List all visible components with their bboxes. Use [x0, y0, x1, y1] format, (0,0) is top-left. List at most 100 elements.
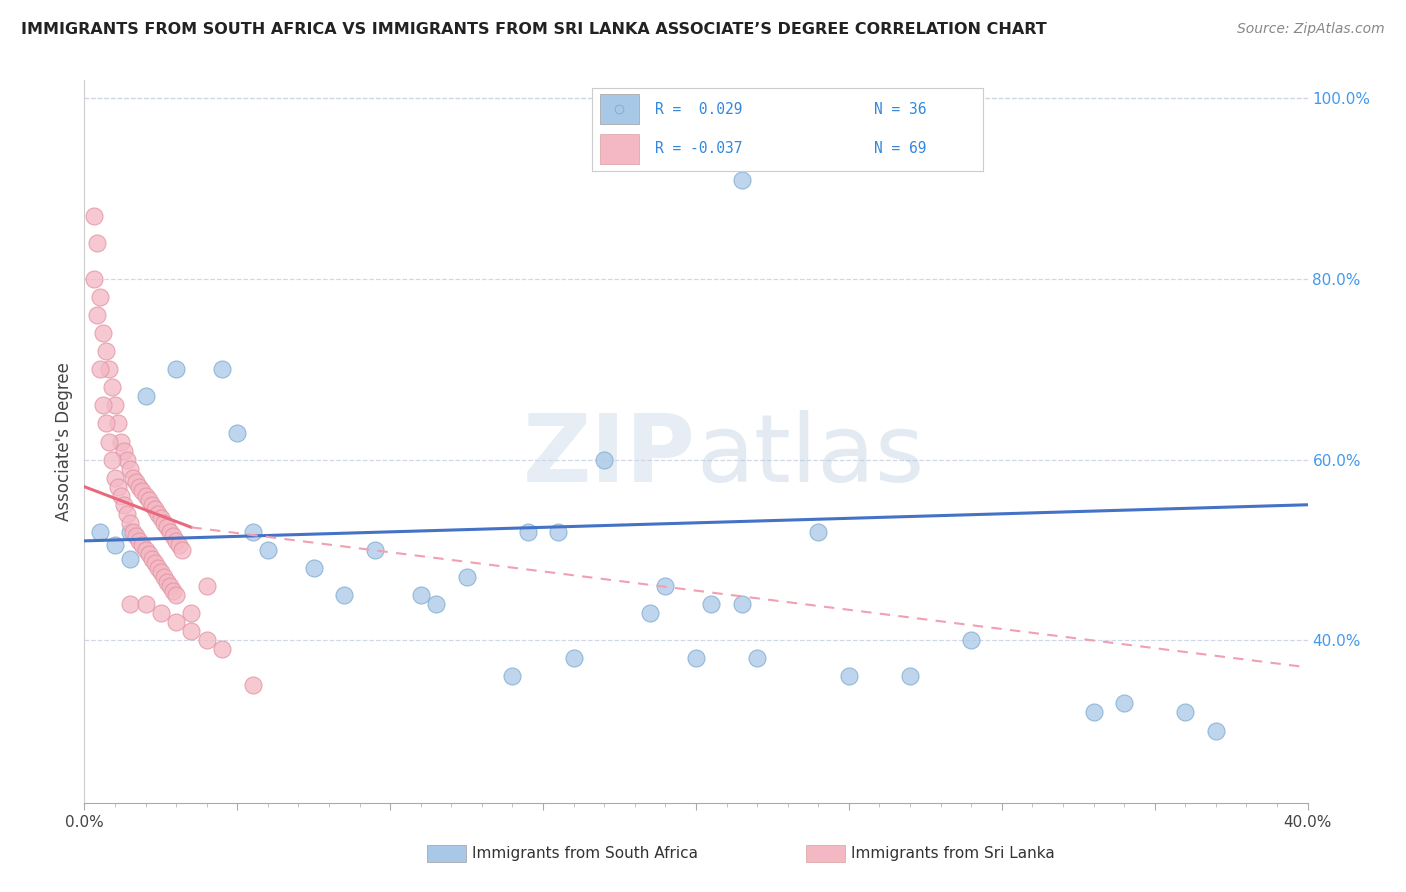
Point: [242, 524, 264, 539]
Point: [141, 498, 163, 512]
Point: [162, 583, 184, 598]
Point: [149, 606, 172, 620]
Point: [165, 615, 187, 630]
Point: [135, 489, 157, 503]
Point: [562, 651, 585, 665]
Point: [165, 533, 187, 548]
Point: [128, 480, 150, 494]
Point: [104, 538, 127, 552]
Point: [593, 452, 616, 467]
Text: Immigrants from South Africa: Immigrants from South Africa: [472, 846, 699, 861]
Text: Immigrants from Sri Lanka: Immigrants from Sri Lanka: [851, 846, 1054, 861]
Point: [107, 417, 129, 431]
Point: [180, 606, 202, 620]
Point: [211, 642, 233, 657]
Point: [146, 507, 169, 521]
Point: [700, 597, 723, 611]
Point: [120, 597, 142, 611]
Point: [83, 272, 105, 286]
Bar: [427, 845, 465, 862]
Point: [364, 542, 387, 557]
Point: [807, 524, 830, 539]
Point: [159, 579, 181, 593]
Point: [159, 524, 181, 539]
Point: [97, 362, 120, 376]
Point: [165, 362, 187, 376]
Point: [89, 524, 111, 539]
Point: [516, 524, 538, 539]
Point: [135, 542, 157, 557]
Point: [94, 417, 117, 431]
Point: [654, 579, 676, 593]
Point: [91, 326, 114, 340]
Text: Source: ZipAtlas.com: Source: ZipAtlas.com: [1237, 22, 1385, 37]
Point: [149, 566, 172, 580]
Point: [104, 470, 127, 484]
Point: [131, 538, 153, 552]
Point: [101, 380, 124, 394]
Point: [838, 669, 860, 683]
Point: [1205, 723, 1227, 738]
Point: [547, 524, 569, 539]
Point: [1114, 697, 1136, 711]
Point: [110, 434, 132, 449]
Point: [112, 443, 135, 458]
Point: [731, 597, 754, 611]
Point: [135, 597, 157, 611]
Point: [153, 570, 176, 584]
Point: [153, 516, 176, 530]
Point: [135, 389, 157, 403]
Point: [195, 579, 218, 593]
Point: [162, 529, 184, 543]
Text: ZIP: ZIP: [523, 410, 696, 502]
Point: [83, 209, 105, 223]
Point: [747, 651, 769, 665]
Point: [167, 538, 190, 552]
Point: [302, 561, 325, 575]
Point: [172, 542, 194, 557]
Point: [110, 489, 132, 503]
Point: [112, 498, 135, 512]
Point: [638, 606, 661, 620]
Point: [143, 502, 166, 516]
Point: [138, 493, 160, 508]
Point: [115, 507, 138, 521]
Point: [122, 524, 145, 539]
Point: [195, 633, 218, 648]
Text: atlas: atlas: [696, 410, 924, 502]
Point: [107, 480, 129, 494]
Point: [122, 470, 145, 484]
Point: [425, 597, 447, 611]
Point: [257, 542, 280, 557]
Point: [89, 290, 111, 304]
Point: [120, 552, 142, 566]
Point: [242, 678, 264, 692]
Point: [86, 235, 108, 250]
Point: [115, 452, 138, 467]
Point: [86, 308, 108, 322]
Point: [156, 520, 179, 534]
Point: [685, 651, 707, 665]
Point: [149, 511, 172, 525]
Point: [138, 548, 160, 562]
Point: [125, 529, 148, 543]
Point: [89, 362, 111, 376]
Point: [128, 533, 150, 548]
Point: [101, 452, 124, 467]
Point: [165, 588, 187, 602]
Point: [97, 434, 120, 449]
Y-axis label: Associate's Degree: Associate's Degree: [55, 362, 73, 521]
Point: [104, 398, 127, 412]
Point: [146, 561, 169, 575]
Point: [731, 172, 754, 186]
Point: [141, 552, 163, 566]
Point: [91, 398, 114, 412]
Point: [120, 516, 142, 530]
Point: [898, 669, 921, 683]
Point: [1174, 706, 1197, 720]
Point: [409, 588, 432, 602]
Point: [1083, 706, 1105, 720]
Point: [502, 669, 524, 683]
Point: [143, 557, 166, 571]
Point: [156, 574, 179, 589]
